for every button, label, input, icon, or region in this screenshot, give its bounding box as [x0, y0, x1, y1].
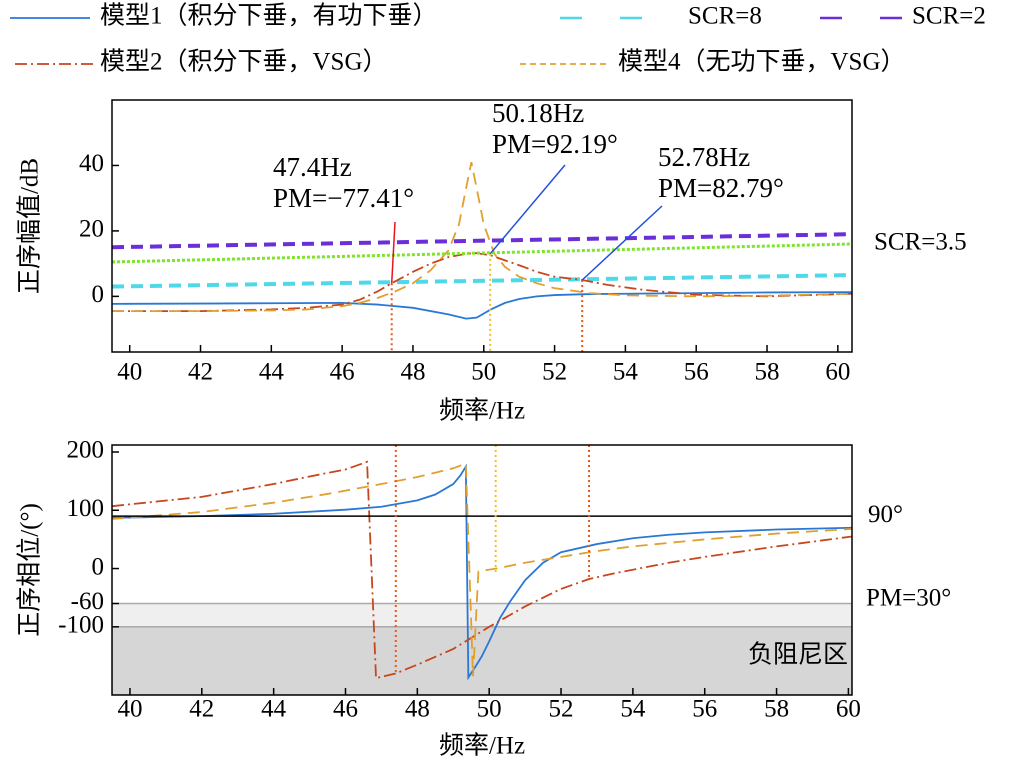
x-tick-label: 50: [477, 696, 502, 723]
y-tick-label: 0: [92, 553, 105, 580]
x-tick-label: 54: [620, 696, 646, 723]
annotation-text: 52.78Hz: [658, 142, 750, 172]
x-tick-label: 46: [330, 359, 355, 386]
legend-label: 模型4（无功下垂，VSG）: [618, 48, 906, 76]
annotation-leader: [489, 164, 566, 255]
y-tick-label: 0: [92, 281, 105, 308]
annotation-text: PM=92.19°: [492, 129, 618, 159]
series-line: [112, 232, 852, 250]
x-tick-label: 46: [333, 696, 358, 723]
x-tick-label: 48: [405, 696, 430, 723]
x-tick-label: 40: [117, 359, 142, 386]
x-tick-label: 52: [549, 696, 574, 723]
region-label: PM=30°: [866, 585, 951, 612]
x-tick-label: 58: [755, 359, 780, 386]
shaded-region: [112, 626, 852, 695]
annotation-leader: [390, 221, 396, 284]
series-label: SCR=3.5: [874, 229, 967, 256]
x-axis-label: 频率/Hz: [439, 732, 525, 760]
y-axis-label: 正序幅值/dB: [16, 158, 44, 294]
y-tick-label: 20: [79, 216, 104, 243]
annotation-text: 47.4Hz: [273, 152, 352, 182]
plot-area: [112, 162, 852, 320]
x-axis-label: 频率/Hz: [439, 397, 525, 425]
annotation-text: PM=82.79°: [658, 173, 784, 203]
x-tick-label: 48: [400, 359, 425, 386]
x-tick-label: 50: [471, 359, 496, 386]
series-line: [112, 242, 852, 264]
x-tick-label: 60: [825, 359, 850, 386]
series-line: [112, 463, 852, 681]
y-tick-label: 200: [67, 437, 105, 464]
y-axis-label: 正序相位/(°): [16, 503, 44, 637]
x-tick-label: 58: [764, 696, 789, 723]
series-line: [112, 460, 852, 680]
shaded-region: [112, 602, 852, 628]
x-tick-label: 56: [692, 696, 717, 723]
axes-frame: [111, 444, 853, 696]
x-tick-label: 44: [261, 696, 287, 723]
x-tick-label: 40: [117, 696, 142, 723]
x-tick-label: 60: [836, 696, 861, 723]
legend-label: 模型1（积分下垂，有功下垂）: [100, 2, 438, 30]
axes-frame: [111, 99, 853, 353]
plot-area: [112, 460, 852, 695]
legend-label: 模型2（积分下垂，VSG）: [100, 48, 388, 76]
y-tick-label: -100: [58, 612, 104, 639]
y-tick-label: 40: [79, 150, 104, 177]
x-tick-label: 44: [259, 359, 285, 386]
region-label: 负阻尼区: [748, 641, 848, 669]
legend-label: SCR=2: [912, 3, 986, 30]
x-tick-label: 56: [684, 359, 709, 386]
series-line: [112, 252, 852, 312]
y-tick-label: 100: [67, 495, 105, 522]
x-tick-label: 52: [542, 359, 567, 386]
annotation-text: 50.18Hz: [492, 98, 584, 128]
reference-label: 90°: [868, 501, 903, 528]
x-tick-label: 54: [613, 359, 639, 386]
x-tick-label: 42: [188, 359, 213, 386]
annotation-leader: [581, 205, 663, 281]
series-line: [112, 273, 852, 289]
y-tick-label: -60: [71, 588, 104, 615]
legend-label: SCR=8: [688, 3, 762, 30]
series-line: [112, 462, 852, 677]
annotation-text: PM=−77.41°: [273, 183, 414, 213]
series-line: [112, 162, 852, 312]
x-tick-label: 42: [189, 696, 214, 723]
